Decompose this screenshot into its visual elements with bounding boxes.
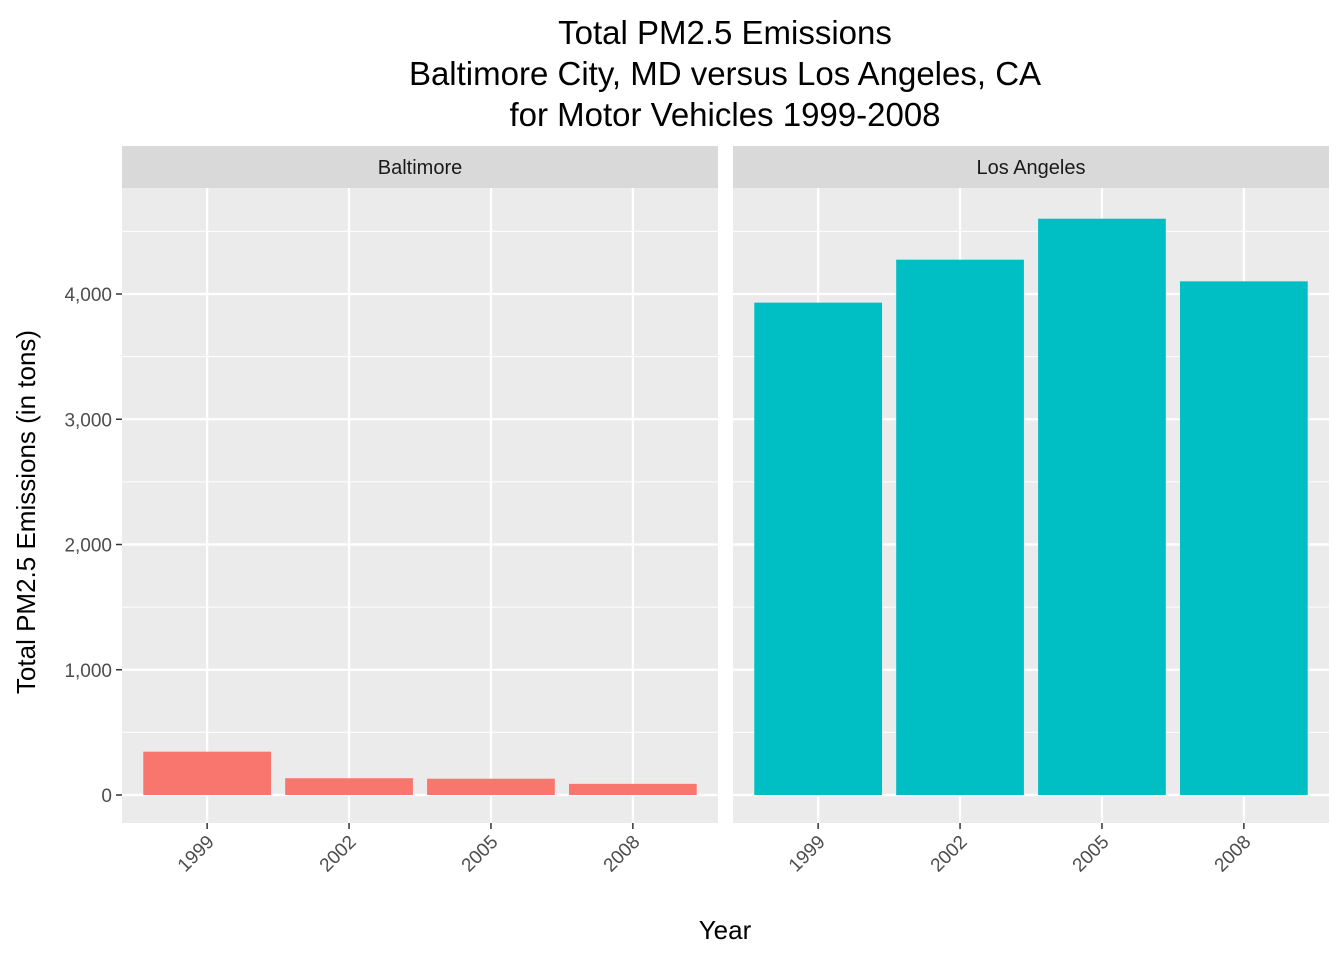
- y-axis: 0 1,000 2,000 3,000 4,000: [64, 285, 122, 807]
- panel-background: [122, 188, 718, 823]
- bar-2005: [1038, 218, 1166, 796]
- bar-2002: [285, 778, 413, 795]
- x-tick-label: 2002: [927, 832, 972, 877]
- y-tick-label: 2,000: [64, 536, 112, 557]
- x-tick-label: 2005: [458, 832, 503, 877]
- bar-2005: [427, 778, 555, 795]
- bar-1999: [754, 302, 882, 795]
- facet-panels: Baltimore 1999 2002 2005 2008 Los Angeles 1999…: [122, 146, 1329, 876]
- title-line-1: Total PM2.5 Emissions: [558, 14, 892, 51]
- y-tick-label: 0: [101, 786, 112, 807]
- facet-strip-label: Baltimore: [378, 157, 462, 179]
- y-axis-title: Total PM2.5 Emissions (in tons): [11, 330, 41, 694]
- facet-strip-label: Los Angeles: [977, 157, 1086, 179]
- x-tick-label: 2002: [316, 832, 361, 877]
- y-tick-label: 3,000: [64, 410, 112, 431]
- title-line-3: for Motor Vehicles 1999-2008: [509, 96, 940, 133]
- x-tick-label: 1999: [174, 832, 219, 877]
- x-tick-label: 2005: [1069, 832, 1114, 877]
- x-axis-title: Year: [699, 915, 752, 945]
- bar-2008: [569, 783, 697, 795]
- bar-2002: [896, 259, 1024, 795]
- y-tick-label: 4,000: [64, 285, 112, 306]
- facet-los-angeles: Los Angeles 1999 2002 2005 2008: [733, 146, 1329, 876]
- x-tick-label: 1999: [785, 832, 830, 877]
- chart-title: Total PM2.5 Emissions Baltimore City, MD…: [409, 14, 1041, 133]
- x-tick-label: 2008: [1211, 832, 1256, 877]
- bar-1999: [143, 751, 271, 795]
- bar-2008: [1180, 281, 1308, 796]
- facet-strip: [122, 146, 718, 188]
- title-line-2: Baltimore City, MD versus Los Angeles, C…: [409, 55, 1041, 92]
- facet-baltimore: Baltimore 1999 2002 2005 2008: [122, 146, 718, 876]
- facet-strip: [733, 146, 1329, 188]
- y-tick-label: 1,000: [64, 661, 112, 682]
- x-tick-label: 2008: [600, 832, 645, 877]
